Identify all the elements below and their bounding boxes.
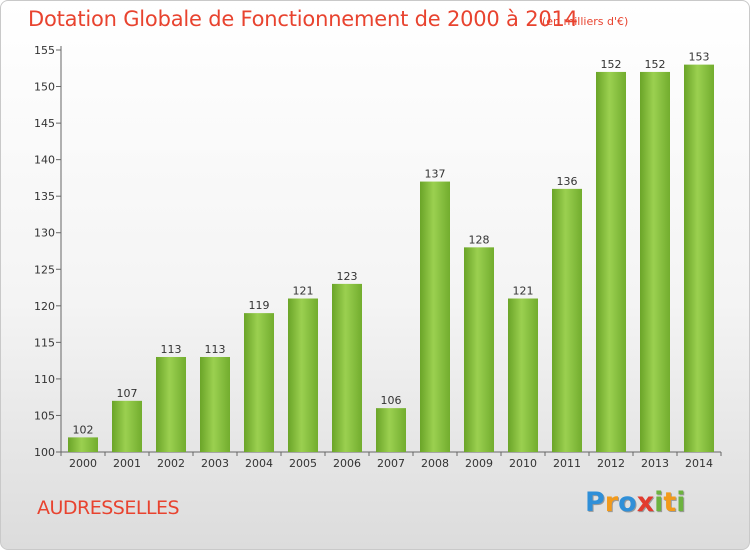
commune-name: AUDRESSELLES xyxy=(37,497,180,519)
data-label-2003: 113 xyxy=(205,343,226,356)
x-tick-label-2002: 2002 xyxy=(157,457,185,470)
x-tick-label-2000: 2000 xyxy=(69,457,97,470)
y-tick-label: 135 xyxy=(34,190,55,203)
logo-letter: i xyxy=(654,487,664,518)
x-tick-label-2014: 2014 xyxy=(685,457,713,470)
x-tick-label-2005: 2005 xyxy=(289,457,317,470)
logo-letter: o xyxy=(618,487,637,518)
y-tick-label: 125 xyxy=(34,263,55,276)
data-label-2004: 119 xyxy=(249,299,270,312)
y-tick-label: 110 xyxy=(34,373,55,386)
bars xyxy=(68,64,714,453)
x-tick-label-2012: 2012 xyxy=(597,457,625,470)
bar-2004 xyxy=(244,313,274,452)
y-tick-label: 145 xyxy=(34,117,55,130)
bar-2006 xyxy=(332,283,362,452)
bar-2002 xyxy=(156,356,186,452)
bar-2014 xyxy=(684,64,714,453)
data-label-2001: 107 xyxy=(117,387,138,400)
bar-2007 xyxy=(376,408,406,452)
x-tick-label-2010: 2010 xyxy=(509,457,537,470)
bar-2008 xyxy=(420,181,450,452)
logo-letter: t xyxy=(663,487,677,518)
y-tick-label: 100 xyxy=(34,446,55,459)
bar-2012 xyxy=(596,71,626,452)
data-label-2013: 152 xyxy=(645,58,666,71)
data-label-2012: 152 xyxy=(601,58,622,71)
x-axis: 2000 2001 2002 2003 2004 2005 2006 2007 2008 2009… xyxy=(60,451,722,470)
y-tick-label: 120 xyxy=(34,300,55,313)
bar-2011 xyxy=(552,188,582,452)
logo-letter: x xyxy=(636,487,655,518)
data-label-2011: 136 xyxy=(557,175,578,188)
x-tick-label-2007: 2007 xyxy=(377,457,405,470)
data-label-2000: 102 xyxy=(73,423,94,436)
proxiti-logo: Proxiti xyxy=(585,487,686,518)
y-tick-label: 130 xyxy=(34,227,55,240)
x-tick-label-2006: 2006 xyxy=(333,457,361,470)
x-tick-label-2011: 2011 xyxy=(553,457,581,470)
y-tick-label: 140 xyxy=(34,154,55,167)
chart-title: Dotation Globale de Fonctionnement de 20… xyxy=(28,7,578,31)
y-tick-label: 150 xyxy=(34,81,55,94)
bar-2003 xyxy=(200,356,230,452)
logo-letter: r xyxy=(604,487,619,518)
bar-2009 xyxy=(464,247,494,452)
data-labels: 102 107 113 113 119 121 123 106 137 128 121 136 152 1… xyxy=(73,51,710,437)
data-label-2009: 128 xyxy=(469,233,490,246)
x-tick-label-2013: 2013 xyxy=(641,457,669,470)
bar-2010 xyxy=(508,298,538,452)
data-label-2002: 113 xyxy=(161,343,182,356)
x-tick-label-2004: 2004 xyxy=(245,457,273,470)
x-tick-label-2009: 2009 xyxy=(465,457,493,470)
y-axis: 100 105 110 115 120 125 130 135 140 145 150 155 xyxy=(34,44,62,459)
chart-unit: (en milliers d'€) xyxy=(542,15,629,28)
bar-2013 xyxy=(640,71,670,452)
data-label-2008: 137 xyxy=(425,168,446,181)
data-label-2014: 153 xyxy=(689,51,710,64)
data-label-2006: 123 xyxy=(337,270,358,283)
y-tick-label: 105 xyxy=(34,409,55,422)
bar-2005 xyxy=(288,298,318,452)
x-tick-label-2008: 2008 xyxy=(421,457,449,470)
y-tick-label: 155 xyxy=(34,44,55,57)
bar-2000 xyxy=(68,437,98,452)
data-label-2007: 106 xyxy=(381,394,402,407)
data-label-2005: 121 xyxy=(293,285,314,298)
x-tick-label-2001: 2001 xyxy=(113,457,141,470)
logo-letter: i xyxy=(676,487,686,518)
data-label-2010: 121 xyxy=(513,285,534,298)
logo-letter: P xyxy=(585,487,605,518)
bar-2001 xyxy=(112,400,142,452)
y-tick-label: 115 xyxy=(34,336,55,349)
x-tick-label-2003: 2003 xyxy=(201,457,229,470)
